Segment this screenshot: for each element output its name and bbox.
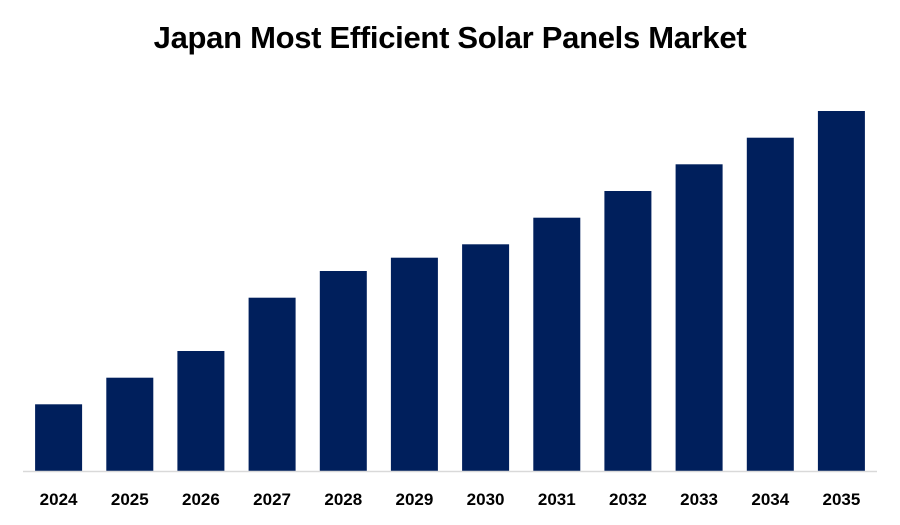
x-tick-label-2024: 2024	[40, 490, 78, 509]
bar-2033	[675, 164, 723, 472]
x-tick-labels: 2024 2025 2026 2027 2028 2029 2030 2031 2032 2033…	[40, 490, 861, 509]
bar-2035	[817, 111, 865, 471]
bar-2028	[319, 271, 367, 471]
x-tick-label-2032: 2032	[609, 490, 647, 509]
x-tick-label-2025: 2025	[111, 490, 149, 509]
bar-2024	[35, 404, 83, 471]
bars-group	[35, 111, 865, 472]
bar-2025	[106, 377, 154, 471]
bar-2029	[390, 257, 438, 471]
bar-2027	[248, 297, 296, 471]
bar-2032	[604, 191, 652, 471]
x-tick-label-2027: 2027	[253, 490, 291, 509]
x-tick-label-2033: 2033	[680, 490, 718, 509]
bar-2034	[746, 137, 794, 471]
x-tick-label-2029: 2029	[395, 490, 433, 509]
x-tick-label-2031: 2031	[538, 490, 576, 509]
x-tick-label-2034: 2034	[751, 490, 789, 509]
bar-2031	[533, 217, 581, 471]
bar-2026	[177, 351, 225, 471]
x-tick-label-2028: 2028	[324, 490, 362, 509]
x-tick-label-2030: 2030	[467, 490, 505, 509]
x-tick-label-2035: 2035	[822, 490, 860, 509]
chart-title: Japan Most Efficient Solar Panels Market	[153, 20, 747, 55]
bar-2030	[462, 244, 510, 471]
x-tick-label-2026: 2026	[182, 490, 220, 509]
